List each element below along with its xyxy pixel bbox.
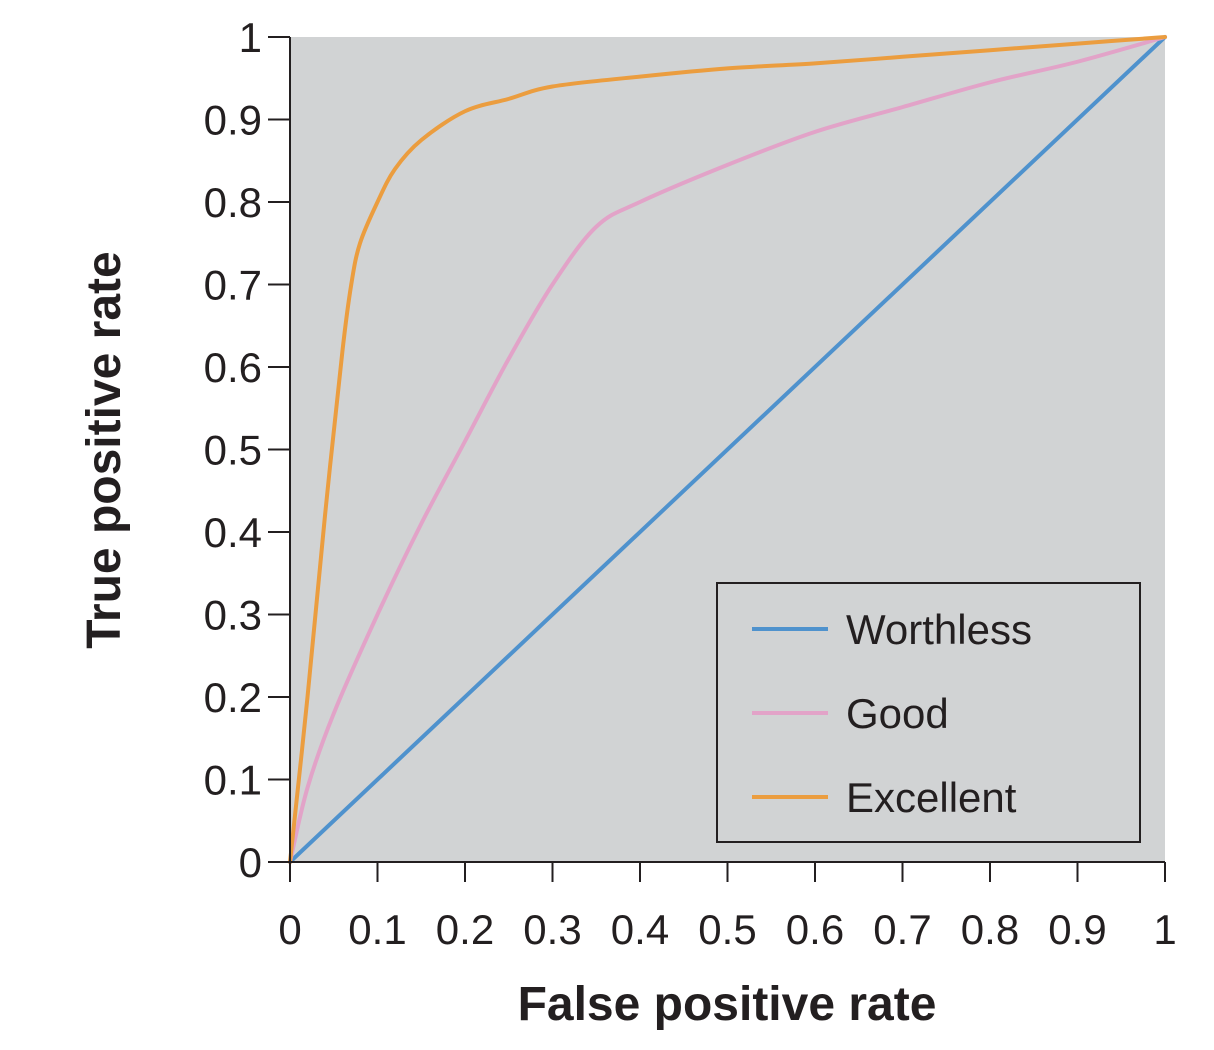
y-tick-label: 0.4 <box>204 509 262 556</box>
y-tick-label: 0.6 <box>204 344 262 391</box>
y-tick-label: 0.1 <box>204 757 262 804</box>
series-line-good <box>288 35 1167 864</box>
y-tick-label: 1 <box>239 14 262 61</box>
x-tick-label: 1 <box>1153 906 1176 953</box>
legend: Worthless Good Excellent <box>716 582 1141 843</box>
x-tick-label: 0.2 <box>436 906 494 953</box>
x-tick-label: 0.3 <box>523 906 581 953</box>
legend-label-worthless: Worthless <box>846 606 1032 653</box>
axes-layer: 0 0.1 0.2 0.3 0.4 0.5 0.6 0.7 0.8 0.9 1 0 0.1 0.2 0.3 0… <box>204 14 1177 953</box>
legend-label-good: Good <box>846 690 949 737</box>
y-tick-label: 0.3 <box>204 592 262 639</box>
x-tick-label: 0.6 <box>786 906 844 953</box>
x-tick-label: 0.7 <box>873 906 931 953</box>
legend-label-excellent: Excellent <box>846 774 1017 821</box>
y-tick-label: 0.9 <box>204 97 262 144</box>
x-axis-title: False positive rate <box>518 978 937 1031</box>
y-tick-label: 0.5 <box>204 427 262 474</box>
series-line-excellent <box>288 35 1167 864</box>
series-line-worthless <box>288 35 1167 864</box>
y-tick-label: 0.7 <box>204 262 262 309</box>
x-tick-label: 0.4 <box>611 906 669 953</box>
x-tick-label: 0.1 <box>348 906 406 953</box>
y-axis-title: True positive rate <box>78 251 131 648</box>
legend-box <box>716 582 1141 843</box>
y-tick-label: 0 <box>239 839 262 886</box>
y-tick-label: 0.8 <box>204 179 262 226</box>
y-tick-label: 0.2 <box>204 674 262 721</box>
x-tick-label: 0.8 <box>961 906 1019 953</box>
x-tick-label: 0 <box>278 906 301 953</box>
x-tick-label: 0.5 <box>698 906 756 953</box>
series-layer <box>288 35 1167 864</box>
x-tick-label: 0.9 <box>1048 906 1106 953</box>
